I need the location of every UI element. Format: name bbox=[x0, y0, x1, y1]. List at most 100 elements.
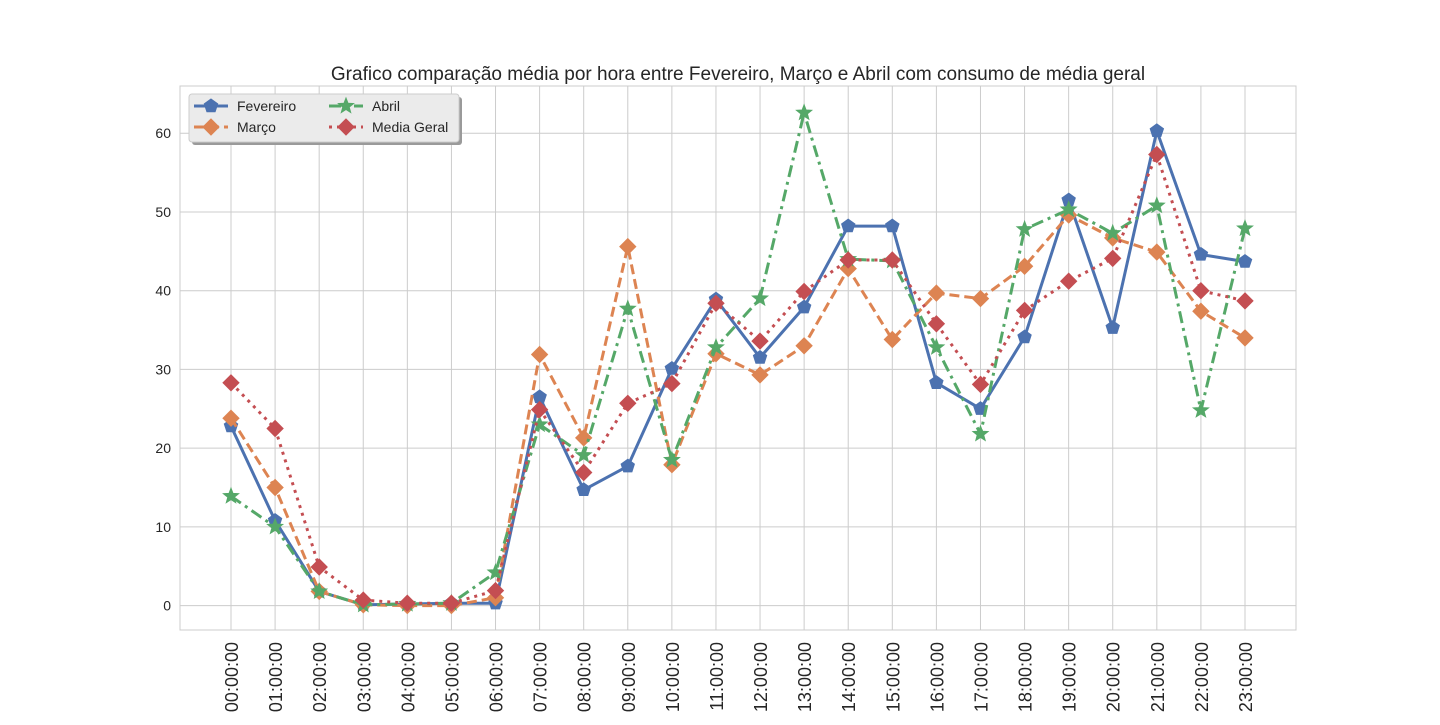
x-tick-label: 17:00:00 bbox=[971, 642, 991, 712]
data-point bbox=[1191, 401, 1210, 418]
data-point bbox=[310, 558, 328, 576]
tick-labels: 0 10 20 30 40 50 60 00:00:00 01:00:00 02:00:00 03:… bbox=[155, 125, 1256, 712]
x-tick-label: 19:00:00 bbox=[1060, 642, 1080, 712]
x-tick-label: 16:00:00 bbox=[927, 642, 947, 712]
x-tick-label: 01:00:00 bbox=[266, 642, 286, 712]
data-point bbox=[1148, 243, 1166, 261]
data-point bbox=[1103, 249, 1122, 268]
data-point bbox=[1015, 301, 1034, 320]
data-point bbox=[751, 332, 769, 350]
data-point bbox=[927, 338, 946, 355]
data-point bbox=[1149, 123, 1165, 137]
x-tick-label: 09:00:00 bbox=[619, 642, 639, 712]
data-point bbox=[576, 482, 591, 496]
series-media-geral bbox=[222, 145, 1254, 612]
data-point bbox=[662, 450, 681, 468]
data-point bbox=[1015, 219, 1034, 237]
data-point bbox=[486, 563, 505, 581]
data-point bbox=[971, 424, 990, 442]
data-point bbox=[619, 394, 637, 413]
y-tick-label: 0 bbox=[163, 598, 171, 614]
x-tick-label: 13:00:00 bbox=[795, 642, 815, 712]
x-tick-label: 21:00:00 bbox=[1148, 642, 1168, 712]
legend: Fevereiro Março Abril Media Geral bbox=[188, 93, 462, 145]
data-point bbox=[841, 218, 856, 233]
data-point bbox=[1015, 257, 1034, 276]
data-point bbox=[618, 299, 637, 317]
data-point bbox=[927, 315, 946, 333]
legend-label: Media Geral bbox=[372, 119, 448, 135]
data-point bbox=[839, 251, 857, 269]
data-point bbox=[266, 517, 285, 535]
x-tick-label: 20:00:00 bbox=[1104, 642, 1124, 712]
data-point bbox=[619, 237, 637, 256]
data-point bbox=[1105, 320, 1120, 334]
data-point bbox=[1236, 329, 1254, 347]
data-point bbox=[1147, 196, 1166, 214]
y-tick-label: 40 bbox=[155, 283, 171, 299]
legend-label: Março bbox=[237, 119, 276, 135]
data-point bbox=[1192, 302, 1210, 320]
x-tick-label: 23:00:00 bbox=[1236, 642, 1256, 712]
data-point bbox=[971, 289, 990, 308]
data-point bbox=[1237, 253, 1253, 268]
data-point bbox=[266, 419, 284, 438]
x-tick-label: 18:00:00 bbox=[1016, 642, 1036, 712]
y-tick-label: 10 bbox=[155, 519, 171, 535]
x-tick-label: 02:00:00 bbox=[310, 642, 330, 712]
data-point bbox=[354, 591, 373, 609]
data-point bbox=[442, 594, 461, 612]
x-tick-label: 04:00:00 bbox=[398, 642, 418, 712]
data-point bbox=[222, 409, 240, 427]
data-point bbox=[530, 400, 549, 419]
legend-marker bbox=[337, 96, 355, 114]
legend-entry: Março bbox=[194, 118, 276, 136]
legend-label: Abril bbox=[372, 98, 400, 114]
legend-box bbox=[188, 93, 460, 143]
data-point bbox=[795, 337, 813, 355]
data-point bbox=[398, 594, 417, 612]
data-point bbox=[1017, 329, 1032, 344]
data-point bbox=[664, 360, 680, 375]
data-point bbox=[929, 375, 944, 389]
data-point bbox=[751, 289, 770, 307]
data-point bbox=[1148, 145, 1166, 164]
data-point bbox=[752, 349, 768, 364]
legend-entry: Fevereiro bbox=[194, 98, 296, 114]
data-point bbox=[927, 284, 946, 302]
data-point bbox=[795, 103, 814, 121]
data-point bbox=[706, 338, 725, 355]
data-point bbox=[530, 415, 549, 433]
legend-entry: Media Geral bbox=[329, 118, 448, 136]
legend-marker bbox=[202, 118, 220, 136]
x-tick-label: 03:00:00 bbox=[354, 642, 374, 712]
x-tick-label: 07:00:00 bbox=[531, 642, 551, 712]
x-tick-label: 22:00:00 bbox=[1192, 642, 1212, 712]
x-tick-label: 14:00:00 bbox=[839, 642, 859, 712]
data-point bbox=[222, 374, 240, 392]
data-point bbox=[1236, 292, 1254, 310]
data-point bbox=[883, 251, 902, 269]
data-point bbox=[1103, 223, 1122, 241]
data-point bbox=[1193, 246, 1209, 261]
series-layer bbox=[222, 103, 1254, 615]
data-point bbox=[971, 375, 990, 394]
data-point bbox=[266, 478, 284, 497]
chart-title: Grafico comparação média por hora entre … bbox=[331, 64, 1145, 85]
data-point bbox=[796, 299, 812, 314]
x-tick-label: 12:00:00 bbox=[751, 642, 771, 712]
data-point bbox=[1059, 200, 1078, 218]
data-point bbox=[620, 458, 635, 473]
x-tick-label: 10:00:00 bbox=[663, 642, 683, 712]
x-tick-label: 15:00:00 bbox=[883, 642, 903, 712]
data-point bbox=[751, 366, 769, 384]
plot-frame bbox=[179, 85, 1297, 631]
data-point bbox=[310, 581, 329, 600]
legend-marker bbox=[337, 118, 355, 136]
data-point bbox=[795, 282, 813, 301]
data-point bbox=[1236, 219, 1254, 237]
x-tick-label: 05:00:00 bbox=[442, 642, 462, 712]
data-point bbox=[1192, 281, 1210, 300]
